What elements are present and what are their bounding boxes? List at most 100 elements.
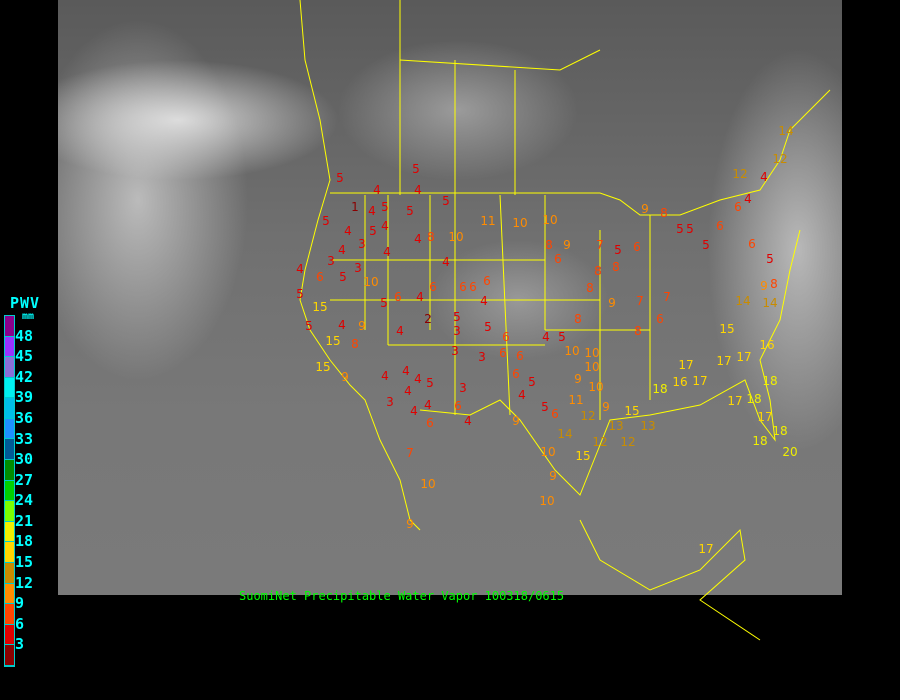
station-pwv-value: 10 xyxy=(540,445,555,459)
station-pwv-value: 8 xyxy=(545,238,553,252)
legend-swatch xyxy=(5,562,14,584)
station-pwv-value: 3 xyxy=(478,350,486,364)
station-pwv-value: 9 xyxy=(608,296,616,310)
station-pwv-value: 4 xyxy=(760,170,768,184)
station-pwv-value: 3 xyxy=(459,381,467,395)
station-pwv-value: 8 xyxy=(634,324,642,338)
boundary-line xyxy=(330,89,831,216)
station-pwv-value: 15 xyxy=(325,334,340,348)
station-pwv-value: 10 xyxy=(448,230,463,244)
legend-color-bar xyxy=(4,315,15,667)
legend-tick-label: 3 xyxy=(15,635,25,654)
legend-tick-label: 9 xyxy=(15,594,25,613)
legend-swatch xyxy=(5,418,14,440)
station-pwv-value: 7 xyxy=(406,446,414,460)
station-pwv-value: 6 xyxy=(748,237,756,251)
station-pwv-value: 9 xyxy=(341,370,349,384)
station-pwv-value: 14 xyxy=(778,124,793,138)
station-pwv-value: 4 xyxy=(518,388,526,402)
station-pwv-value: 6 xyxy=(394,290,402,304)
station-pwv-value: 3 xyxy=(453,324,461,338)
station-pwv-value: 5 xyxy=(406,204,414,218)
station-pwv-value: 4 xyxy=(464,414,472,428)
station-pwv-value: 17 xyxy=(757,410,772,424)
station-pwv-value: 8 xyxy=(612,260,620,274)
station-pwv-value: 4 xyxy=(373,183,381,197)
station-pwv-value: 9 xyxy=(602,400,610,414)
legend-swatch xyxy=(5,357,14,378)
legend-tick-label: 15 xyxy=(15,553,34,572)
legend-swatch xyxy=(5,398,14,419)
station-pwv-value: 7 xyxy=(663,290,671,304)
legend-swatch xyxy=(5,480,14,502)
station-pwv-value: 10 xyxy=(584,346,599,360)
station-pwv-value: 9 xyxy=(574,372,582,386)
station-pwv-value: 5 xyxy=(614,243,622,257)
station-pwv-value: 18 xyxy=(746,392,761,406)
station-pwv-value: 10 xyxy=(363,275,378,289)
station-pwv-value: 6 xyxy=(716,219,724,233)
station-pwv-value: 16 xyxy=(759,338,774,352)
station-pwv-value: 6 xyxy=(516,349,524,363)
station-pwv-value: 10 xyxy=(584,360,599,374)
station-pwv-value: 6 xyxy=(554,252,562,266)
station-pwv-value: 3 xyxy=(358,237,366,251)
station-pwv-value: 5 xyxy=(453,310,461,324)
boundary-line xyxy=(419,229,801,496)
station-pwv-value: 9 xyxy=(512,414,520,428)
station-pwv-value: 5 xyxy=(702,238,710,252)
station-pwv-value: 6 xyxy=(656,312,664,326)
station-pwv-value: 6 xyxy=(734,200,742,214)
station-pwv-value: 5 xyxy=(380,296,388,310)
station-pwv-value: 3 xyxy=(451,344,459,358)
legend-tick-label: 36 xyxy=(15,408,34,427)
station-pwv-value: 14 xyxy=(557,427,572,441)
station-pwv-value: 6 xyxy=(459,280,467,294)
station-pwv-value: 8 xyxy=(660,206,668,220)
station-pwv-value: 4 xyxy=(381,219,389,233)
station-pwv-value: 4 xyxy=(344,224,352,238)
boundary-line xyxy=(399,49,601,71)
station-pwv-value: 5 xyxy=(296,287,304,301)
station-pwv-value: 5 xyxy=(442,194,450,208)
station-pwv-value: 10 xyxy=(542,213,557,227)
station-pwv-value: 4 xyxy=(383,245,391,259)
station-pwv-value: 10 xyxy=(564,344,579,358)
legend-title: PWV xyxy=(10,294,41,312)
station-pwv-value: 10 xyxy=(420,477,435,491)
station-pwv-value: 6 xyxy=(512,367,520,381)
station-pwv-value: 15 xyxy=(719,322,734,336)
station-pwv-value: 4 xyxy=(414,372,422,386)
station-pwv-value: 8 xyxy=(427,230,435,244)
map-caption: SuomiNet Precipitable Water Vapor 100318… xyxy=(239,589,565,603)
station-pwv-value: 5 xyxy=(412,162,420,176)
legend-swatch xyxy=(5,542,14,563)
station-pwv-value: 5 xyxy=(766,252,774,266)
station-pwv-value: 18 xyxy=(762,374,777,388)
station-pwv-value: 9 xyxy=(358,319,366,333)
station-pwv-value: 3 xyxy=(386,395,394,409)
station-pwv-value: 4 xyxy=(416,290,424,304)
station-pwv-value: 12 xyxy=(772,152,787,166)
station-pwv-value: 5 xyxy=(369,224,377,238)
station-pwv-value: 8 xyxy=(770,277,778,291)
station-pwv-value: 5 xyxy=(686,222,694,236)
legend-swatch xyxy=(5,521,14,543)
station-pwv-value: 7 xyxy=(596,238,604,252)
station-pwv-value: 6 xyxy=(483,274,491,288)
station-pwv-value: 16 xyxy=(672,375,687,389)
station-pwv-value: 5 xyxy=(484,320,492,334)
station-pwv-value: 4 xyxy=(338,318,346,332)
station-pwv-value: 6 xyxy=(633,240,641,254)
station-pwv-value: 18 xyxy=(772,424,787,438)
legend-tick-label: 48 xyxy=(15,326,34,345)
legend-tick-label: 18 xyxy=(15,532,34,551)
station-pwv-value: 6 xyxy=(426,416,434,430)
station-pwv-value: 3 xyxy=(327,254,335,268)
station-pwv-value: 4 xyxy=(396,324,404,338)
station-pwv-value: 9 xyxy=(563,238,571,252)
station-pwv-value: 4 xyxy=(381,369,389,383)
station-pwv-value: 4 xyxy=(404,384,412,398)
satellite-image xyxy=(58,0,842,595)
